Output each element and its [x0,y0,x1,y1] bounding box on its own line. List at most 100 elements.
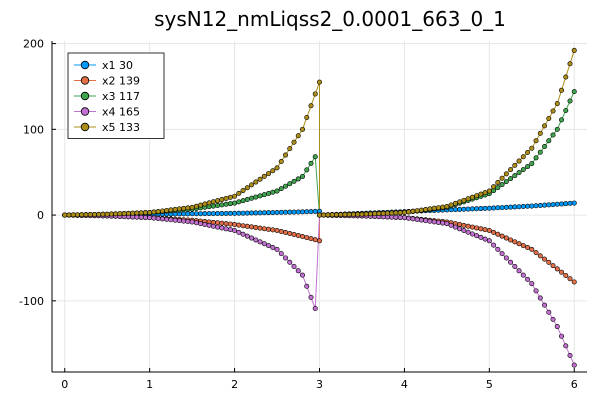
series-marker-5 [287,146,293,152]
series-marker-3 [304,167,310,173]
series-marker-4 [478,234,484,240]
series-marker-4 [414,216,420,222]
series-marker-1 [461,206,467,212]
y-tick-label: 0 [37,209,44,222]
series-marker-4 [393,214,399,220]
series-marker-5 [283,152,289,158]
series-marker-5 [457,199,463,205]
series-marker-5 [367,211,373,217]
series-marker-3 [278,186,284,192]
series-marker-1 [219,210,225,216]
series-marker-5 [372,211,378,217]
series-marker-4 [482,236,488,242]
series-marker-1 [571,200,577,206]
series-marker-4 [189,219,195,225]
series-marker-5 [91,211,97,217]
series-marker-5 [563,74,569,80]
series-marker-4 [448,222,454,228]
series-marker-4 [452,224,458,230]
series-marker-2 [508,237,514,243]
series-marker-4 [397,214,403,220]
series-marker-5 [261,173,267,179]
series-marker-1 [457,206,463,212]
series-marker-3 [312,154,318,160]
legend-label: x3 117 [102,90,140,103]
series-marker-5 [257,176,263,182]
series-marker-5 [138,210,144,216]
series-marker-5 [418,207,424,213]
series-marker-2 [249,224,255,230]
series-marker-1 [567,200,573,206]
series-marker-5 [113,211,119,217]
series-marker-4 [559,333,565,339]
series-marker-4 [550,316,556,322]
series-marker-2 [457,222,463,228]
series-marker-2 [278,229,284,235]
series-marker-1 [559,201,565,207]
series-marker-4 [495,246,501,252]
series-marker-4 [542,302,548,308]
series-marker-4 [236,229,242,235]
series-marker-1 [193,211,199,217]
series-marker-4 [423,218,429,224]
series-marker-3 [295,176,301,182]
series-marker-2 [525,244,531,250]
series-marker-2 [512,239,518,245]
series-marker-1 [304,209,310,215]
series-marker-4 [198,221,204,227]
series-marker-3 [300,173,306,179]
series-marker-5 [380,210,386,216]
series-marker-3 [253,194,259,200]
series-marker-4 [278,251,284,257]
series-marker-2 [546,259,552,265]
series-marker-1 [529,203,535,209]
series-marker-1 [244,210,250,216]
series-marker-2 [215,220,221,226]
series-marker-2 [266,226,272,232]
series-marker-5 [571,47,577,53]
series-marker-5 [355,211,361,217]
series-marker-4 [457,226,463,232]
series-marker-4 [244,233,250,239]
series-marker-5 [512,162,518,168]
series-marker-5 [172,206,178,212]
series-marker-1 [542,202,548,208]
series-marker-5 [316,79,322,85]
series-marker-3 [563,107,569,113]
series-marker-2 [304,235,310,241]
series-marker-2 [478,226,484,232]
series-marker-5 [508,167,514,173]
series-marker-5 [227,194,233,200]
series-marker-4 [155,216,161,222]
series-marker-1 [210,211,216,217]
legend-marker [80,60,90,70]
series-marker-2 [520,243,526,249]
series-marker-5 [474,193,480,199]
legend-label: x4 165 [102,106,140,119]
series-marker-2 [571,279,577,285]
series-marker-4 [134,214,140,220]
series-marker-4 [410,216,416,222]
series-marker-3 [512,173,518,179]
series-marker-5 [495,179,501,185]
x-tick-label: 2 [231,378,238,391]
series-marker-5 [338,212,344,218]
series-marker-2 [516,241,522,247]
series-marker-5 [181,205,187,211]
series-marker-3 [533,155,539,161]
series-marker-5 [567,61,573,67]
series-marker-1 [257,210,263,216]
series-marker-3 [529,161,535,167]
series-marker-4 [240,231,246,237]
series-marker-5 [125,210,131,216]
series-marker-2 [283,230,289,236]
series-marker-5 [291,139,297,145]
series-marker-4 [232,228,238,234]
x-tick-label: 3 [316,378,323,391]
series-marker-5 [70,212,76,218]
series-marker-2 [257,225,263,231]
series-marker-5 [401,210,407,216]
series-marker-5 [342,212,348,218]
series-marker-1 [474,206,480,212]
series-marker-1 [215,211,221,217]
